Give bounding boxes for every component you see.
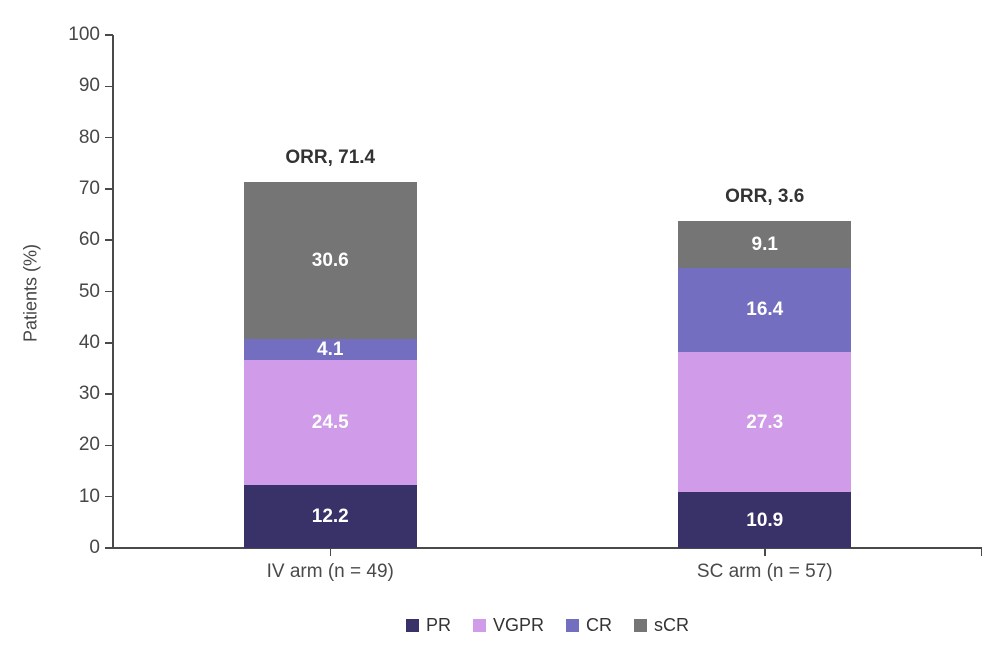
y-tick-label: 20 — [78, 434, 100, 456]
x-axis-line — [112, 547, 982, 549]
y-tick-mark — [105, 393, 113, 395]
legend-label: sCR — [654, 615, 690, 635]
x-category-label: SC arm (n = 57) — [696, 561, 833, 582]
y-tick-mark — [105, 188, 113, 190]
orr-total-label: ORR, 71.4 — [285, 146, 376, 168]
y-tick-mark — [105, 290, 113, 293]
y-tick-mark — [105, 342, 113, 344]
legend-label: CR — [586, 615, 613, 635]
segment-value-label: 9.1 — [751, 234, 778, 256]
legend-label: VGPR — [493, 615, 545, 635]
bar-segment-cr: 16.4 — [678, 267, 852, 353]
segment-value-label: 27.3 — [746, 411, 784, 433]
legend-item-pr: PR — [405, 615, 451, 635]
bar-segment-vgpr: 24.5 — [243, 359, 417, 486]
y-tick-mark — [105, 547, 113, 549]
y-tick-label: 0 — [89, 537, 100, 558]
legend-item-scr: sCR — [634, 616, 689, 634]
bar-segment-scr: 9.1 — [678, 221, 852, 268]
legend-swatch-scr — [634, 618, 648, 632]
bar-segment-pr: 12.2 — [243, 485, 417, 548]
orr-total-label: ORR, 3.6 — [725, 186, 805, 208]
legend-swatch-pr — [405, 618, 419, 632]
legend-label: PR — [425, 615, 451, 635]
y-tick-label: 100 — [68, 24, 100, 45]
y-tick-mark — [105, 495, 113, 498]
segment-value-label: 4.1 — [317, 338, 344, 360]
bar-segment-scr: 30.6 — [243, 181, 417, 339]
segment-value-label: 24.5 — [311, 412, 349, 434]
y-tick-mark — [105, 34, 113, 36]
y-axis-line — [112, 35, 114, 548]
y-tick-label: 30 — [78, 383, 100, 405]
y-tick-label: 70 — [78, 177, 100, 199]
segment-value-label: 12.2 — [311, 506, 349, 528]
legend-swatch-vgpr — [473, 618, 486, 632]
bar-segment-pr: 10.9 — [678, 492, 852, 548]
segment-value-label: 16.4 — [746, 299, 784, 321]
y-tick-mark — [105, 239, 113, 241]
x-axis-end-tick — [980, 549, 982, 556]
bar-segment-cr: 4.1 — [243, 338, 417, 360]
legend-swatch-cr — [566, 618, 580, 632]
x-tick-mark — [329, 549, 331, 556]
y-tick-label: 90 — [78, 75, 100, 97]
segment-value-label: 30.6 — [311, 249, 349, 271]
y-tick-mark — [105, 85, 113, 88]
y-tick-label: 10 — [78, 485, 100, 507]
y-tick-mark — [105, 136, 113, 139]
y-tick-mark — [105, 444, 113, 447]
y-axis-title: Patients (%) — [20, 243, 41, 343]
y-tick-label: 80 — [78, 126, 100, 148]
legend-item-cr: CR — [566, 616, 612, 634]
legend-item-vgpr: VGPR — [473, 616, 544, 634]
y-tick-label: 60 — [78, 229, 100, 251]
segment-value-label: 10.9 — [746, 509, 784, 531]
legend: PR VGPR CR sCR — [113, 612, 982, 638]
y-tick-label: 50 — [78, 280, 100, 302]
x-tick-mark — [764, 549, 766, 556]
y-tick-label: 40 — [78, 331, 100, 353]
bar-segment-vgpr: 27.3 — [678, 352, 852, 493]
x-category-label: IV arm (n = 49) — [266, 561, 394, 582]
